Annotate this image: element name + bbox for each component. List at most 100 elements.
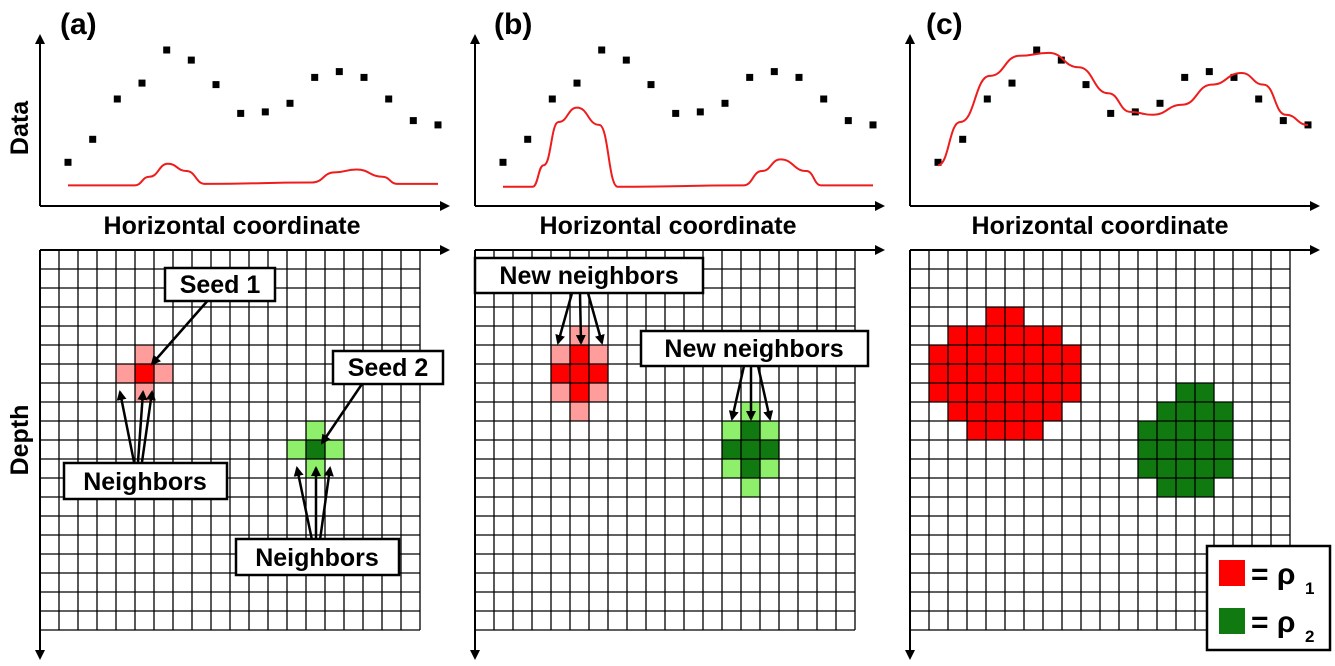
new-neighbor-cell bbox=[551, 383, 570, 402]
body-rho2-cell bbox=[1195, 402, 1214, 421]
body-rho2-cell bbox=[1176, 440, 1195, 459]
observed-point bbox=[869, 121, 877, 129]
body-rho2-cell bbox=[1176, 421, 1195, 440]
body-rho1-cell bbox=[1062, 383, 1081, 402]
observed-point bbox=[1057, 56, 1065, 64]
neighbors-label-1: Neighbors bbox=[62, 461, 229, 501]
new-neighbor-cell bbox=[722, 421, 741, 440]
legend-sub-rho1: 1 bbox=[1305, 579, 1314, 598]
observed-point bbox=[820, 95, 828, 103]
region-cell bbox=[722, 440, 741, 459]
region-cell bbox=[741, 440, 760, 459]
observed-point bbox=[261, 108, 269, 116]
observed-point bbox=[237, 109, 245, 117]
seed-2-label: Seed 2 bbox=[331, 349, 445, 386]
data-axis-label: Data bbox=[6, 100, 34, 155]
panel-label-c: (c) bbox=[926, 8, 963, 41]
body-rho1-cell bbox=[986, 402, 1005, 421]
observed-point bbox=[1255, 95, 1263, 103]
body-rho1-cell bbox=[967, 402, 986, 421]
new-neighbor-cell bbox=[741, 478, 760, 497]
observed-point bbox=[1082, 81, 1090, 89]
body-rho1-cell bbox=[1024, 421, 1043, 440]
body-rho1-cell bbox=[1043, 383, 1062, 402]
new-neighbors-label-1: New neighbors bbox=[473, 256, 705, 295]
body-rho1-cell bbox=[929, 345, 948, 364]
body-rho1-cell bbox=[1005, 364, 1024, 383]
body-rho2-cell bbox=[1195, 459, 1214, 478]
new-neighbor-cell bbox=[722, 459, 741, 478]
body-rho1-cell bbox=[967, 364, 986, 383]
neighbor-cell bbox=[154, 364, 173, 383]
body-rho1-cell bbox=[1005, 421, 1024, 440]
body-rho1-cell bbox=[948, 402, 967, 421]
observed-point bbox=[187, 56, 195, 64]
seed-1-label: Seed 1 bbox=[163, 266, 277, 303]
observed-point bbox=[1279, 117, 1287, 125]
region-cell bbox=[760, 440, 779, 459]
observed-point bbox=[746, 73, 754, 81]
observed-point bbox=[1230, 73, 1238, 81]
body-rho2-cell bbox=[1138, 459, 1157, 478]
body-rho1-cell bbox=[1005, 345, 1024, 364]
body-rho2-cell bbox=[1138, 440, 1157, 459]
observed-point bbox=[89, 135, 97, 143]
body-rho2-cell bbox=[1176, 402, 1195, 421]
x-axis-label-b: Horizontal coordinate bbox=[540, 212, 797, 240]
depth-grid-2 bbox=[474, 249, 856, 631]
region-cell bbox=[551, 364, 570, 383]
body-rho1-cell bbox=[1043, 402, 1062, 421]
observed-point bbox=[696, 108, 704, 116]
observed-point bbox=[385, 95, 393, 103]
observed-point bbox=[434, 121, 442, 129]
seed-cell bbox=[306, 440, 325, 459]
neighbors-label-2: Neighbors bbox=[234, 537, 401, 577]
panel-label-b: (b) bbox=[494, 8, 532, 41]
observed-point bbox=[524, 135, 532, 143]
new-neighbor-cell bbox=[551, 345, 570, 364]
observed-point bbox=[138, 79, 146, 87]
body-rho1-cell bbox=[1043, 345, 1062, 364]
body-rho2-cell bbox=[1176, 478, 1195, 497]
panel-label-a: (a) bbox=[60, 8, 97, 41]
region-cell bbox=[570, 345, 589, 364]
legend: = ρ 1 = ρ 2 bbox=[1205, 544, 1332, 652]
observed-point bbox=[113, 95, 121, 103]
body-rho2-cell bbox=[1214, 459, 1233, 478]
body-rho1-cell bbox=[967, 421, 986, 440]
body-rho2-cell bbox=[1195, 478, 1214, 497]
body-rho1-cell bbox=[986, 383, 1005, 402]
x-axis-label-a: Horizontal coordinate bbox=[104, 212, 361, 240]
body-rho2-cell bbox=[1157, 421, 1176, 440]
neighbor-cell bbox=[325, 440, 344, 459]
grid-cells bbox=[116, 307, 1233, 497]
new-neighbor-cell bbox=[589, 383, 608, 402]
svg-text:Neighbors: Neighbors bbox=[255, 544, 379, 572]
body-rho1-cell bbox=[1005, 383, 1024, 402]
x-axis-label-c: Horizontal coordinate bbox=[972, 212, 1229, 240]
predicted-curve bbox=[68, 162, 438, 187]
observed-point bbox=[548, 95, 556, 103]
legend-swatch-rho1 bbox=[1219, 560, 1245, 586]
body-rho1-cell bbox=[1005, 307, 1024, 326]
body-rho2-cell bbox=[1157, 459, 1176, 478]
body-rho1-cell bbox=[1043, 326, 1062, 345]
body-rho1-cell bbox=[1062, 345, 1081, 364]
body-rho1-cell bbox=[1024, 402, 1043, 421]
observed-point bbox=[672, 109, 680, 117]
svg-text:Seed 2: Seed 2 bbox=[348, 354, 429, 382]
new-neighbors-label-2: New neighbors bbox=[639, 329, 870, 368]
region-cell bbox=[570, 383, 589, 402]
region-cell bbox=[741, 459, 760, 478]
body-rho2-cell bbox=[1214, 402, 1233, 421]
data-plots bbox=[64, 46, 1312, 188]
body-rho2-cell bbox=[1138, 421, 1157, 440]
body-rho1-cell bbox=[948, 326, 967, 345]
legend-sub-rho2: 2 bbox=[1305, 627, 1314, 646]
body-rho1-cell bbox=[986, 364, 1005, 383]
body-rho2-cell bbox=[1157, 402, 1176, 421]
new-neighbor-cell bbox=[760, 421, 779, 440]
observed-point bbox=[499, 158, 507, 166]
observed-point bbox=[573, 79, 581, 87]
observed-point bbox=[598, 46, 606, 54]
